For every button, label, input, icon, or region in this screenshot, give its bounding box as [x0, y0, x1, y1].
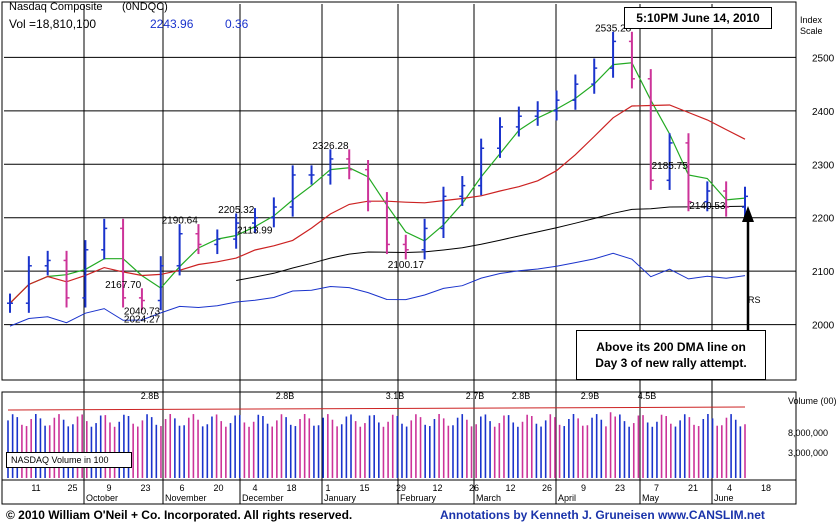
index-label: Index: [800, 15, 823, 25]
x-tick-label: 23: [615, 483, 625, 493]
x-tick-label: 26: [469, 483, 479, 493]
price-bars: [7, 31, 748, 313]
volume-label: 2.9B: [581, 391, 600, 401]
x-axis: 11 25 9 23 6 20 4 18 1 15 29 12 26 12 26 9 23 7 21 4 18 Octob…: [31, 483, 771, 503]
x-tick-label: 15: [359, 483, 369, 493]
x-month-label: February: [400, 493, 437, 503]
x-month-label: October: [86, 493, 118, 503]
x-month-label: December: [242, 493, 284, 503]
price-readout: 2243.96: [150, 17, 194, 31]
volume-axis-label: Volume (00): [788, 396, 837, 406]
scale-label: Scale: [800, 26, 823, 36]
price-annotation: 2167.70: [105, 280, 142, 291]
volume-ma-line: [7, 406, 746, 411]
volume-readout: Vol =18,810,100: [9, 17, 97, 31]
x-tick-label: 9: [106, 483, 111, 493]
callout-box: Above its 200 DMA line on Day 3 of new ra…: [576, 330, 766, 380]
ma50-line: [9, 62, 746, 304]
timestamp-box: 5:10PM June 14, 2010: [624, 7, 772, 29]
y-tick-label: 2100: [812, 267, 835, 278]
x-month-label: June: [714, 493, 734, 503]
volume-label: 2.8B: [141, 391, 160, 401]
price-annotation: 2040.73: [124, 307, 161, 318]
footer-copyright: © 2010 William O'Neil + Co. Incorporated…: [6, 508, 353, 522]
plot-frame: [1, 1, 797, 381]
rs-label: RS: [748, 295, 761, 305]
x-month-label: May: [642, 493, 660, 503]
price-annotation: 2535.28: [595, 23, 632, 34]
y-axis: 2000 2100 2200 2300 2400 2500: [812, 53, 835, 331]
callout-line-1: Above its 200 DMA line on: [596, 340, 746, 354]
price-annotation: 2326.28: [312, 141, 349, 152]
rs-line: [9, 252, 746, 327]
volume-frame: [1, 391, 797, 481]
price-annotation: 2205.32: [218, 205, 255, 216]
x-tick-label: 11: [31, 483, 40, 493]
price-annotation: 2024.27: [124, 315, 161, 326]
x-month-label: November: [165, 493, 207, 503]
y-tick-label: 2200: [812, 214, 835, 225]
price-annotation: 2190.64: [162, 216, 199, 227]
price-annotation: 2140.53: [689, 201, 726, 212]
x-tick-label: 7: [654, 483, 659, 493]
index-scale-label: Index Scale: [800, 15, 823, 37]
y-tick-label: 2000: [812, 321, 835, 332]
price-annotations: 2167.70 2040.73 2190.64 2024.27 2205.32 2113.…: [105, 23, 726, 325]
x-month-label: April: [558, 493, 576, 503]
y-tick-label: 2300: [812, 160, 835, 171]
moving-average-lines: [9, 62, 746, 304]
volume-label: 2.8B: [276, 391, 295, 401]
x-tick-label: 12: [505, 483, 515, 493]
price-annotation: 2113.99: [237, 226, 273, 237]
price-annotation: 2100.17: [388, 260, 425, 271]
x-tick-label: 1: [325, 483, 330, 493]
x-month-label: January: [324, 493, 357, 503]
volume-tick-label: 8,000,000: [788, 428, 828, 438]
y-tick-label: 2400: [812, 107, 835, 118]
x-tick-label: 12: [432, 483, 442, 493]
volume-label: 4.5B: [638, 391, 657, 401]
price-annotation: 2185.75: [652, 161, 689, 172]
x-tick-label: 6: [179, 483, 184, 493]
x-tick-label: 4: [252, 483, 257, 493]
x-tick-label: 23: [140, 483, 150, 493]
callout-arrowhead: [742, 206, 754, 222]
volume-labels: 2.8B 2.8B 3.1B 2.7B 2.8B 2.9B 4.5B Volume (00) 8…: [141, 391, 837, 458]
volume-box-label: NASDAQ Volume in 100: [6, 452, 132, 468]
ma-red-line: [9, 104, 746, 304]
y-tick-label: 2500: [812, 53, 835, 64]
volume-label: 2.7B: [466, 391, 485, 401]
x-tick-label: 18: [286, 483, 296, 493]
chart-title: Nasdaq Composite: [9, 1, 103, 13]
rs-line-group: RS: [9, 252, 761, 327]
x-tick-label: 4: [727, 483, 732, 493]
change-readout: 0.36: [225, 17, 249, 31]
x-tick-label: 29: [396, 483, 406, 493]
x-tick-label: 26: [542, 483, 552, 493]
callout-line-2: Day 3 of new rally attempt.: [595, 356, 747, 370]
x-tick-label: 9: [581, 483, 586, 493]
x-tick-label: 20: [213, 483, 223, 493]
date-axis-frame: [1, 479, 797, 505]
x-tick-label: 25: [67, 483, 77, 493]
footer-annotations[interactable]: Annotations by Kenneth J. Gruneisen www.…: [440, 508, 765, 522]
volume-tick-label: 3,000,000: [788, 448, 828, 458]
x-tick-label: 18: [761, 483, 771, 493]
x-tick-label: 21: [688, 483, 698, 493]
chart-symbol: (0NDQC): [122, 1, 168, 13]
volume-label: 3.1B: [386, 391, 405, 401]
volume-label: 2.8B: [512, 391, 531, 401]
ma200-line: [236, 205, 746, 281]
x-month-label: March: [476, 493, 501, 503]
